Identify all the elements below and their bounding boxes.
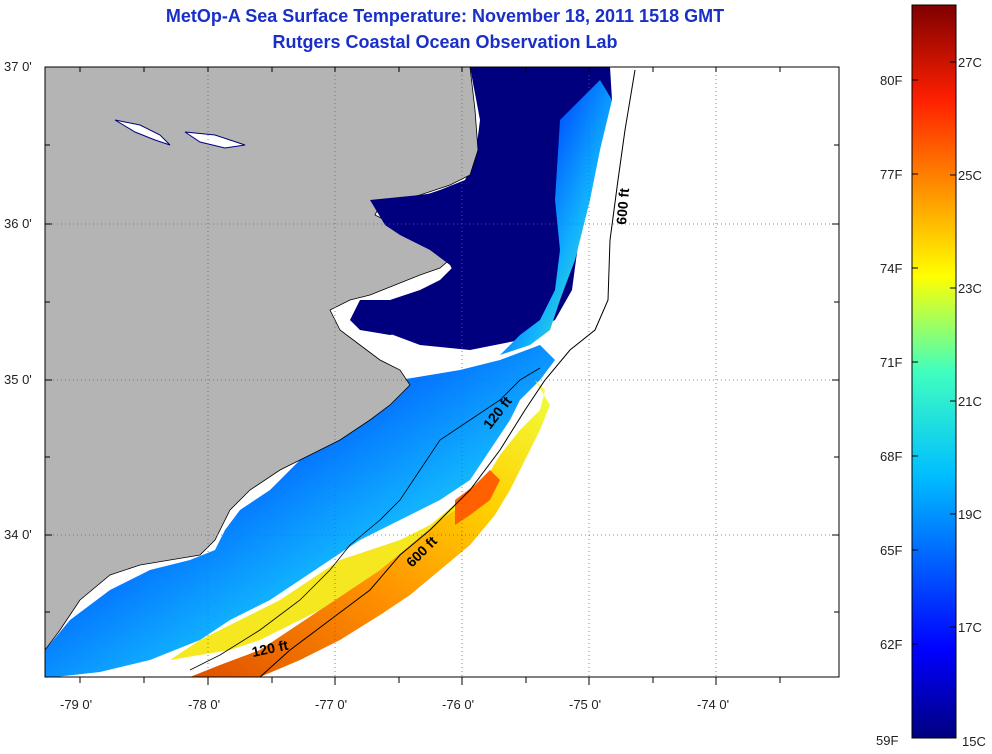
map-subtitle: Rutgers Coastal Ocean Observation Lab xyxy=(272,32,618,52)
colorbar-f-label: 62F xyxy=(880,637,903,652)
sst-offshore-speckle xyxy=(455,470,500,525)
colorbar-c-label: 25C xyxy=(958,168,982,183)
lat-label: 37 0' xyxy=(4,59,32,74)
lon-label: -74 0' xyxy=(697,697,730,712)
sst-midshelf xyxy=(500,80,612,355)
lon-label: -75 0' xyxy=(569,697,602,712)
colorbar-ticks xyxy=(912,61,956,645)
contour-120ft xyxy=(189,367,541,671)
colorbar-f-label: 74F xyxy=(880,261,903,276)
sst-yellow-band xyxy=(170,480,480,660)
contour-label: 600 ft xyxy=(613,187,632,225)
colorbar-c-label: 21C xyxy=(958,394,982,409)
colorbar-f-label: 59F xyxy=(876,733,899,748)
map-layers xyxy=(45,67,839,677)
lon-label: -79 0' xyxy=(60,697,93,712)
contour-label: 120 ft xyxy=(250,637,289,660)
colorbar-c-label: 27C xyxy=(958,55,982,70)
sst-warm-gulfstream xyxy=(190,380,550,677)
lon-label: -78 0' xyxy=(188,697,221,712)
colorbar-c-label: 19C xyxy=(958,507,982,522)
lon-label: -76 0' xyxy=(442,697,475,712)
colorbar xyxy=(911,4,957,739)
lon-label: -77 0' xyxy=(315,697,348,712)
lat-label: 35 0' xyxy=(4,372,32,387)
colorbar-f-label: 65F xyxy=(880,543,903,558)
lat-label: 36 0' xyxy=(4,216,32,231)
colorbar-c-label: 15C xyxy=(962,734,986,749)
colorbar-f-label: 68F xyxy=(880,449,903,464)
colorbar-f-label: 80F xyxy=(880,73,903,88)
lat-label: 34 0' xyxy=(4,527,32,542)
colorbar-c-label: 23C xyxy=(958,281,982,296)
inland-lake-1 xyxy=(114,119,171,146)
contour-600ft xyxy=(259,69,636,677)
map-title: MetOp-A Sea Surface Temperature: Novembe… xyxy=(165,6,725,26)
colorbar-f-label: 77F xyxy=(880,167,903,182)
map-border xyxy=(44,66,840,678)
colorbar-f-label: 71F xyxy=(880,355,903,370)
pamlico-sound xyxy=(350,160,500,335)
colorbar-c-label: 17C xyxy=(958,620,982,635)
gridlines xyxy=(45,67,839,677)
sst-shelf-field xyxy=(45,345,555,677)
inland-lake-2 xyxy=(184,131,246,149)
axis-ticks xyxy=(45,66,839,685)
